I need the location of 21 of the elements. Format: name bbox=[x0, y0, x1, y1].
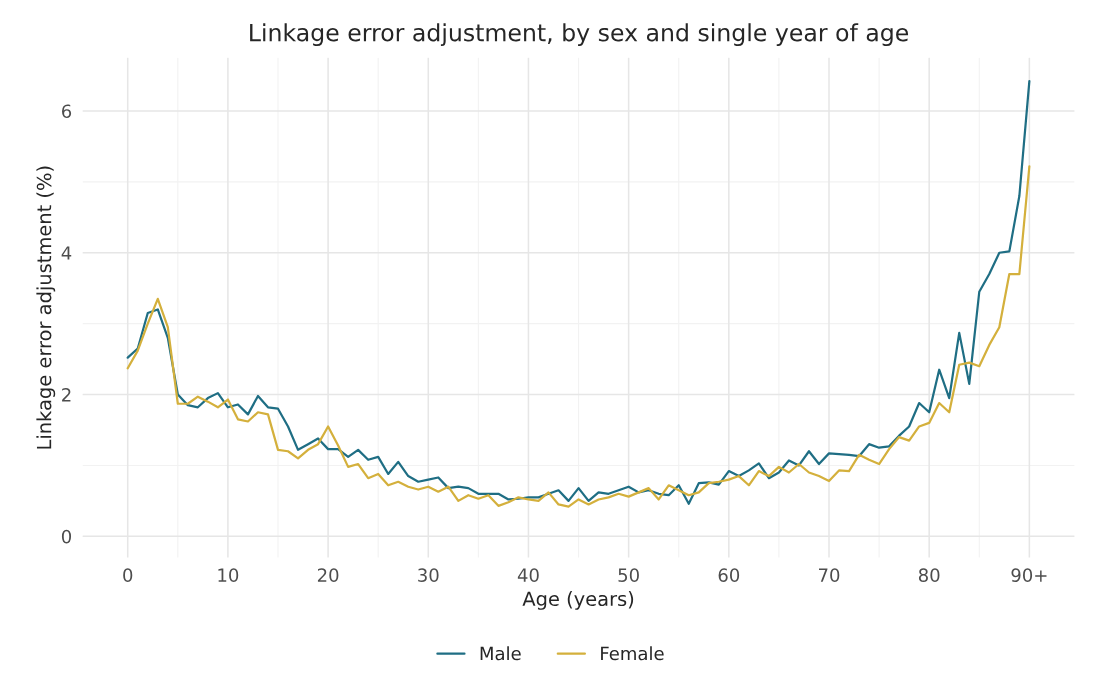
x-tick-label: 10 bbox=[218, 568, 239, 582]
x-tick-label: 20 bbox=[317, 568, 339, 582]
x-tick-label: 60 bbox=[718, 568, 740, 582]
legend-label: Female bbox=[601, 646, 664, 661]
x-tick-label: 30 bbox=[418, 568, 439, 582]
x-tick-label: 90+ bbox=[1011, 568, 1047, 582]
x-tick-label: 50 bbox=[618, 568, 639, 582]
y-tick-label: 4 bbox=[61, 246, 72, 260]
y-tick-label: 0 bbox=[61, 529, 72, 544]
x-tick-label: 80 bbox=[918, 568, 940, 582]
x-tick-label: 70 bbox=[819, 568, 840, 582]
y-tick-label: 6 bbox=[62, 104, 72, 119]
y-tick-label: 2 bbox=[62, 388, 71, 402]
line-series bbox=[126, 165, 1031, 508]
x-tick-label: 40 bbox=[517, 568, 539, 582]
y-axis-title: Linkage error adjustment (%) bbox=[36, 166, 56, 449]
legend-label: Male bbox=[480, 646, 521, 661]
chart-title: Linkage error adjustment, by sex and single year of age bbox=[250, 23, 909, 47]
x-axis-title: Age (years) bbox=[522, 591, 634, 610]
x-tick-label: 0 bbox=[123, 568, 133, 582]
line-series bbox=[126, 80, 1031, 505]
